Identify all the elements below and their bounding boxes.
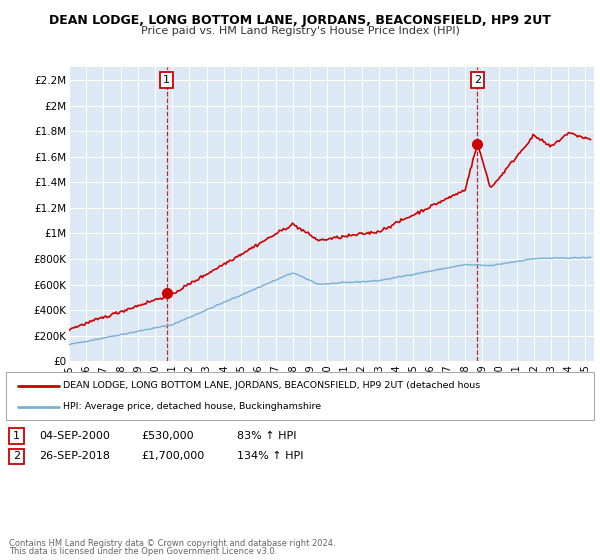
Text: 2: 2 bbox=[13, 451, 20, 461]
Text: Contains HM Land Registry data © Crown copyright and database right 2024.: Contains HM Land Registry data © Crown c… bbox=[9, 539, 335, 548]
Text: DEAN LODGE, LONG BOTTOM LANE, JORDANS, BEACONSFIELD, HP9 2UT (detached hous: DEAN LODGE, LONG BOTTOM LANE, JORDANS, B… bbox=[63, 381, 480, 390]
Text: 1: 1 bbox=[13, 431, 20, 441]
Text: HPI: Average price, detached house, Buckinghamshire: HPI: Average price, detached house, Buck… bbox=[63, 402, 321, 411]
Text: 26-SEP-2018: 26-SEP-2018 bbox=[39, 451, 110, 461]
Text: 83% ↑ HPI: 83% ↑ HPI bbox=[237, 431, 296, 441]
Text: This data is licensed under the Open Government Licence v3.0.: This data is licensed under the Open Gov… bbox=[9, 547, 277, 556]
Text: DEAN LODGE, LONG BOTTOM LANE, JORDANS, BEACONSFIELD, HP9 2UT: DEAN LODGE, LONG BOTTOM LANE, JORDANS, B… bbox=[49, 14, 551, 27]
Text: Price paid vs. HM Land Registry's House Price Index (HPI): Price paid vs. HM Land Registry's House … bbox=[140, 26, 460, 36]
Text: 2: 2 bbox=[474, 75, 481, 85]
Text: £530,000: £530,000 bbox=[141, 431, 194, 441]
Text: £1,700,000: £1,700,000 bbox=[141, 451, 204, 461]
Text: 134% ↑ HPI: 134% ↑ HPI bbox=[237, 451, 304, 461]
Text: 04-SEP-2000: 04-SEP-2000 bbox=[39, 431, 110, 441]
Text: 1: 1 bbox=[163, 75, 170, 85]
